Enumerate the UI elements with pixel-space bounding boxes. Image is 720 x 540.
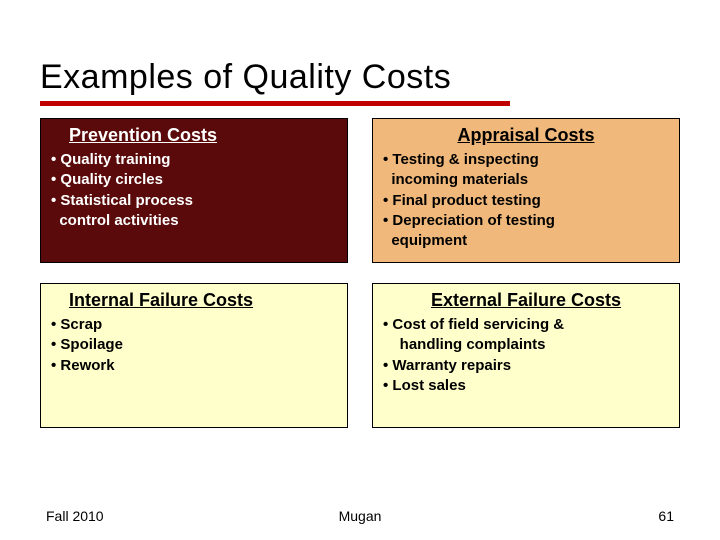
box-prevention-title: Prevention Costs [51, 125, 337, 146]
slide: Examples of Quality Costs Prevention Cos… [0, 0, 720, 540]
box-appraisal-title: Appraisal Costs [383, 125, 669, 146]
footer-page-number: 61 [658, 508, 674, 524]
list-item: • Depreciation of testing [383, 211, 669, 231]
list-item: • Statistical process [51, 191, 337, 211]
list-item: • Cost of field servicing & [383, 315, 669, 335]
list-item: • Spoilage [51, 335, 337, 355]
list-item: handling complaints [383, 335, 669, 355]
list-item: equipment [383, 231, 669, 251]
list-item: • Lost sales [383, 376, 669, 396]
list-item: control activities [51, 211, 337, 231]
list-item: • Final product testing [383, 191, 669, 211]
title-rule [40, 101, 510, 106]
box-external-title: External Failure Costs [383, 290, 669, 311]
footer-left: Fall 2010 [46, 508, 104, 524]
list-item: • Testing & inspecting [383, 150, 669, 170]
slide-title: Examples of Quality Costs [40, 58, 680, 97]
box-appraisal-items: • Testing & inspecting incoming material… [383, 150, 669, 251]
box-prevention-items: • Quality training • Quality circles • S… [51, 150, 337, 231]
box-internal-failure: Internal Failure Costs • Scrap • Spoilag… [40, 283, 348, 428]
list-item: incoming materials [383, 170, 669, 190]
list-item: • Rework [51, 356, 337, 376]
list-item: • Warranty repairs [383, 356, 669, 376]
footer: Fall 2010 Mugan 61 [0, 508, 720, 524]
box-appraisal: Appraisal Costs • Testing & inspecting i… [372, 118, 680, 263]
box-external-items: • Cost of field servicing & handling com… [383, 315, 669, 396]
footer-center: Mugan [339, 508, 382, 524]
title-wrap: Examples of Quality Costs [40, 58, 680, 106]
boxes-grid: Prevention Costs • Quality training • Qu… [40, 118, 680, 428]
list-item: • Quality circles [51, 170, 337, 190]
box-internal-title: Internal Failure Costs [51, 290, 337, 311]
box-internal-items: • Scrap • Spoilage • Rework [51, 315, 337, 376]
list-item: • Quality training [51, 150, 337, 170]
list-item: • Scrap [51, 315, 337, 335]
box-external-failure: External Failure Costs • Cost of field s… [372, 283, 680, 428]
box-prevention: Prevention Costs • Quality training • Qu… [40, 118, 348, 263]
